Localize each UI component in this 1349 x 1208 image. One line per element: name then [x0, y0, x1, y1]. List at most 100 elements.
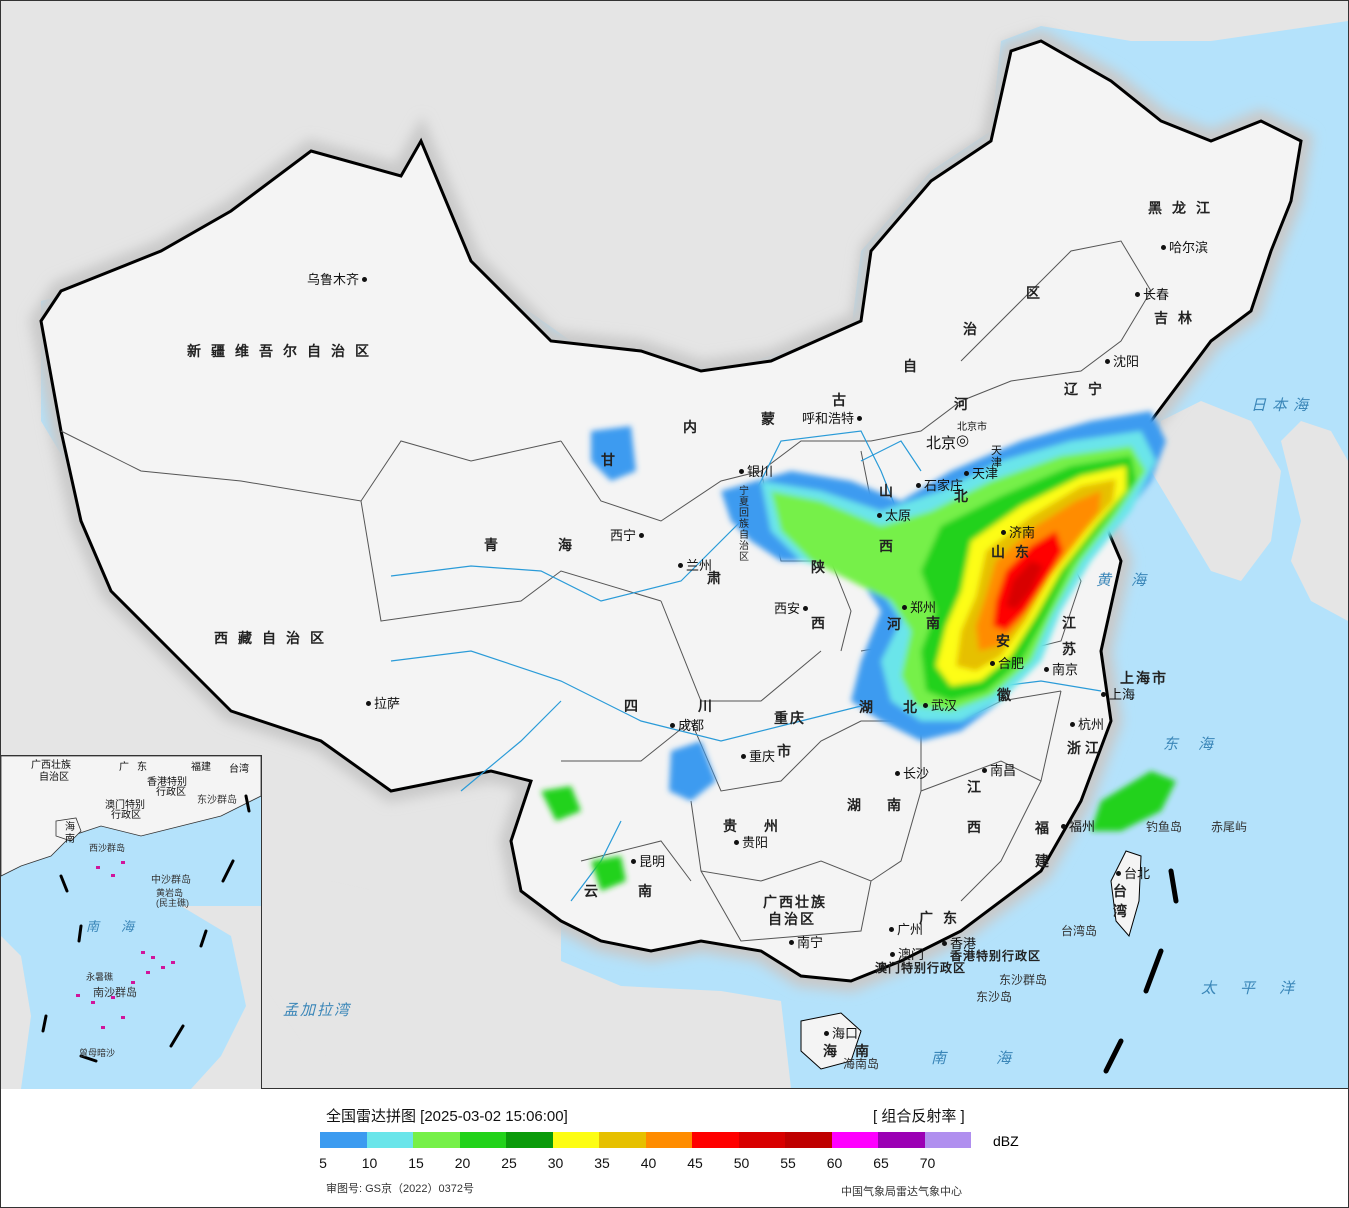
- colorbar-swatch: [413, 1132, 460, 1148]
- city-beijing[interactable]: 北京: [926, 435, 957, 452]
- city-hangzhou[interactable]: 杭州: [1067, 714, 1104, 733]
- city-nanning[interactable]: 南宁: [786, 932, 823, 951]
- radar-echoes: [541, 411, 1176, 891]
- city-lhasa[interactable]: 拉萨: [363, 693, 400, 712]
- province-guangxi-2: 自治区: [768, 911, 816, 927]
- province-hebei-1: 河: [954, 396, 978, 412]
- city-haikou[interactable]: 海口: [821, 1023, 858, 1042]
- island-diaoyu: 钓鱼岛: [1146, 820, 1183, 834]
- province-qinghai-2: 海: [558, 537, 582, 553]
- inset-xisha: 西沙群岛: [89, 843, 126, 853]
- city-hohhot[interactable]: 呼和浩特: [802, 408, 865, 427]
- colorbar-tick-label: 40: [640, 1155, 657, 1171]
- city-guiyang[interactable]: 贵阳: [731, 832, 768, 851]
- south-china-sea-inset[interactable]: 广西壮族 自治区 广东 福建 台湾 香港特别 行政区 澳门特别 行政区 东沙群岛…: [1, 755, 262, 1089]
- city-chengdu[interactable]: 成都: [667, 715, 704, 734]
- province-chongqing-1: 重庆: [774, 710, 806, 726]
- city-taipei[interactable]: 台北: [1113, 863, 1150, 882]
- city-nanjing[interactable]: 南京: [1041, 659, 1078, 678]
- city-taiyuan[interactable]: 太原: [874, 505, 911, 524]
- province-hubei-1: 湖: [859, 699, 883, 715]
- city-hefei[interactable]: 合肥: [987, 653, 1024, 672]
- inset-huangyan: 黄岩岛: [156, 888, 184, 898]
- province-hainan: 海南: [823, 1043, 887, 1059]
- province-guizhou-2: 州: [764, 818, 788, 834]
- province-guizhou-1: 贵: [723, 818, 747, 834]
- legend-product: [ 组合反射率 ]: [873, 1108, 965, 1125]
- colorbar-tick-label: 20: [454, 1155, 471, 1171]
- island-dongsha-qundao: 东沙群岛: [999, 973, 1048, 987]
- city-lanzhou[interactable]: 兰州: [675, 555, 712, 574]
- city-hongkong[interactable]: 香港: [939, 933, 976, 952]
- province-neimeng-6: 区: [1026, 285, 1050, 301]
- city-macau[interactable]: 澳门: [887, 944, 924, 963]
- city-shanghai[interactable]: 上海: [1098, 684, 1135, 703]
- city-shijiazhuang[interactable]: 石家庄: [913, 475, 963, 494]
- city-jinan[interactable]: 济南: [998, 522, 1035, 541]
- sea-pacific: 太平洋: [1201, 980, 1319, 997]
- province-anhui-2: 徽: [997, 687, 1021, 703]
- province-shanxi-2: 西: [879, 538, 903, 554]
- city-yinchuan[interactable]: 银川: [736, 461, 773, 480]
- colorbar-tick-label: 65: [873, 1155, 889, 1171]
- city-zhengzhou[interactable]: 郑州: [899, 597, 936, 616]
- sea-japan: 日本海: [1251, 397, 1315, 414]
- city-kunming[interactable]: 昆明: [628, 851, 665, 870]
- map-approval-number: 审图号: GS京（2022）0372号: [326, 1183, 474, 1195]
- province-taiwan-2: 湾: [1113, 903, 1127, 919]
- province-zhejiang: 浙江: [1067, 740, 1103, 756]
- province-shanxi-1: 山: [879, 483, 903, 499]
- province-taiwan-1: 台: [1113, 883, 1127, 899]
- china-radar-map[interactable]: 新疆维吾尔自治区 西藏自治区 青 海 甘 肃 内 蒙 古 自 治 区 黑龙江 吉…: [1, 1, 1348, 1089]
- city-shenyang[interactable]: 沈阳: [1102, 351, 1139, 370]
- province-hubei-2: 北: [903, 699, 927, 715]
- colorbar-swatch: [459, 1132, 506, 1148]
- city-changchun[interactable]: 长春: [1132, 284, 1169, 303]
- province-sichuan-1: 四: [624, 698, 648, 714]
- province-jiangxi-1: 江: [967, 779, 991, 795]
- province-jilin: 吉林: [1154, 310, 1202, 326]
- colorbar-swatch: [645, 1132, 692, 1148]
- colorbar-tick-label: 50: [733, 1155, 750, 1171]
- colorbar-swatch: [599, 1132, 646, 1148]
- city-changsha[interactable]: 长沙: [892, 763, 929, 782]
- province-heilongjiang: 黑龙江: [1148, 200, 1220, 216]
- province-neimeng-5: 治: [963, 321, 987, 337]
- inset-nansha: 南沙群岛: [93, 987, 137, 999]
- city-xining[interactable]: 西宁: [610, 525, 647, 544]
- province-neimeng-1: 内: [683, 419, 707, 435]
- inset-fujian: 福建: [191, 762, 211, 773]
- province-sichuan-2: 川: [698, 698, 722, 714]
- city-urumqi[interactable]: 乌鲁木齐: [307, 269, 370, 288]
- colorbar-swatch: [366, 1132, 413, 1148]
- neighbor-land-japan: [1281, 421, 1348, 621]
- colorbar-swatch: [692, 1132, 739, 1148]
- nine-dash-line: [1103, 868, 1179, 1074]
- city-tianjin[interactable]: 天津: [961, 463, 998, 482]
- city-nanchang[interactable]: 南昌: [979, 760, 1016, 779]
- province-jiangsu-2: 苏: [1062, 641, 1086, 657]
- city-guangzhou[interactable]: 广州: [886, 919, 923, 938]
- island-hainan: 海南岛: [843, 1057, 880, 1071]
- inset-guangxi: 广西壮族: [31, 760, 71, 771]
- province-shaanxi-1: 陕: [811, 559, 835, 575]
- inset-zhongsha: 中沙群岛: [151, 875, 191, 886]
- city-xian[interactable]: 西安: [774, 598, 811, 617]
- city-fuzhou[interactable]: 福州: [1058, 816, 1095, 835]
- city-beijing-small: 北京市: [957, 422, 987, 433]
- colorbar-tick-label: 45: [687, 1155, 703, 1171]
- island-taiwan: 台湾岛: [1061, 924, 1098, 938]
- province-jiangsu-1: 江: [1062, 615, 1086, 631]
- province-guangxi-1: 广西壮族: [763, 894, 827, 910]
- island-chiwei: 赤尾屿: [1211, 820, 1248, 834]
- colorbar-swatch: [878, 1132, 925, 1148]
- province-neimeng-4: 自: [903, 358, 927, 374]
- city-wuhan[interactable]: 武汉: [920, 695, 957, 714]
- neighbor-land-seasia: [231, 881, 721, 1088]
- colorbar-tick-label: 30: [547, 1155, 564, 1171]
- city-chongqing[interactable]: 重庆: [738, 746, 775, 765]
- city-harbin[interactable]: 哈尔滨: [1158, 237, 1208, 256]
- inset-south-sea-2: 海: [121, 919, 147, 934]
- inset-hainan-2: 南: [65, 834, 75, 845]
